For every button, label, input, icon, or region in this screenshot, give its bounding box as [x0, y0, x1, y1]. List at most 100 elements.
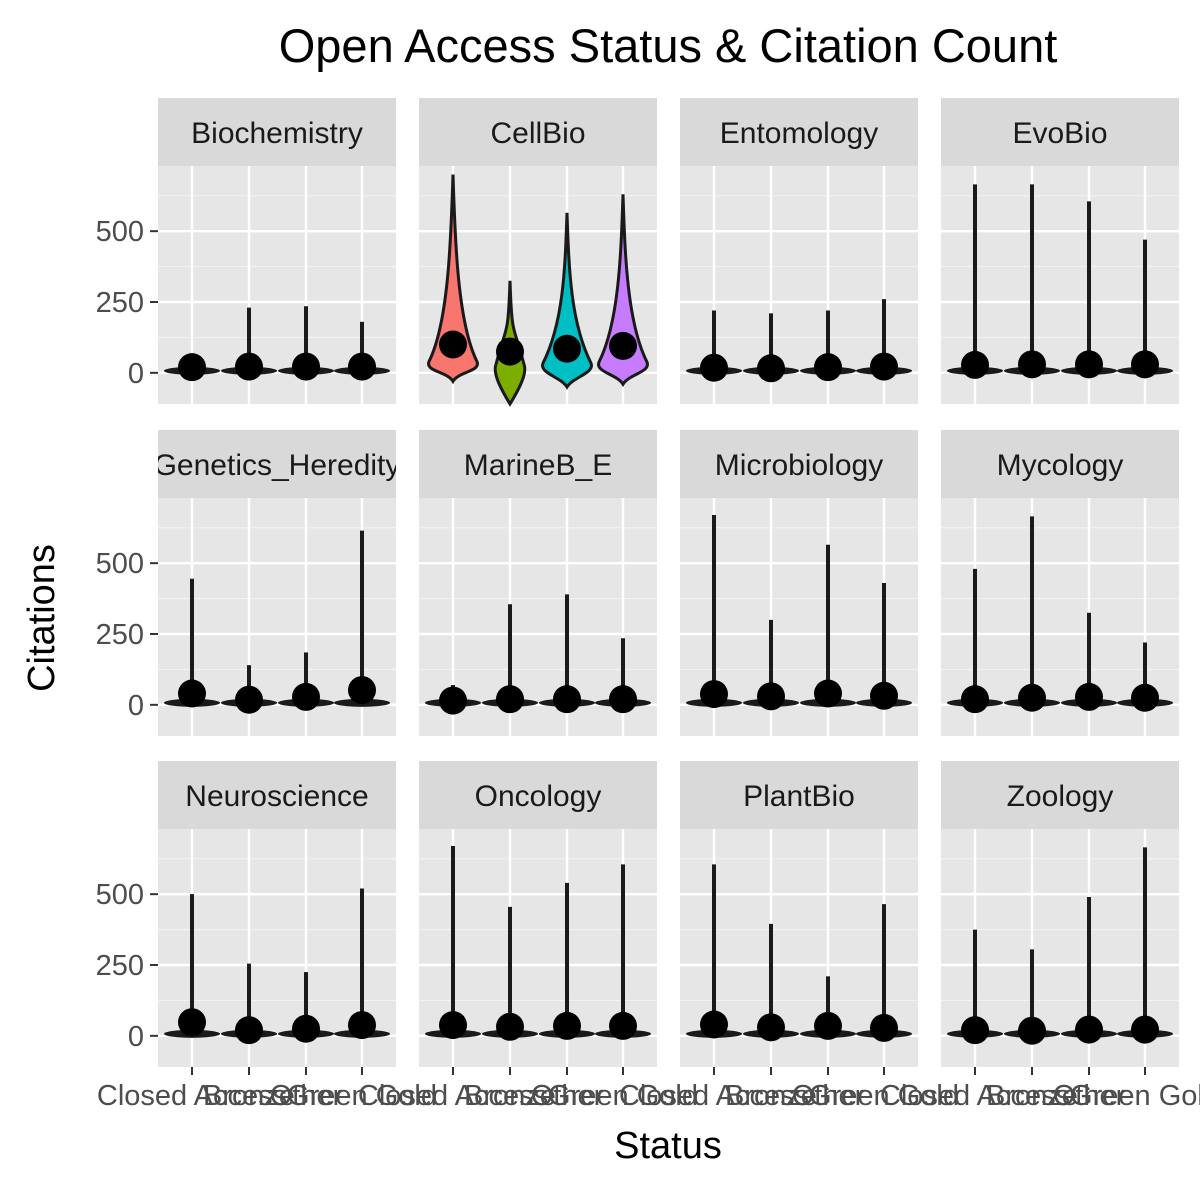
mean-point — [292, 1014, 320, 1043]
mean-point — [235, 1016, 263, 1045]
strip-label: Genetics_Heredity — [154, 449, 401, 482]
mean-point — [348, 1011, 376, 1040]
strip-background — [419, 98, 657, 166]
mean-point — [1018, 350, 1046, 379]
facet-Mycology: Mycology — [941, 430, 1179, 736]
mean-point — [439, 1011, 467, 1040]
facet-Biochemistry: Biochemistry 0 250 500 — [96, 98, 396, 404]
y-tick-label: 500 — [96, 548, 144, 580]
mean-point — [814, 679, 842, 708]
strip-label: Zoology — [1007, 780, 1114, 813]
strip-label: CellBio — [490, 117, 585, 150]
strip-background — [680, 761, 918, 829]
mean-point — [757, 682, 785, 711]
y-tick-label: 250 — [96, 287, 144, 319]
mean-point — [1131, 1015, 1159, 1044]
mean-point — [870, 681, 898, 710]
strip-background — [158, 430, 396, 498]
facet-Neuroscience: Neuroscience 0 250 500 Closed AccessBronzeOt… — [96, 761, 437, 1112]
strip-background — [680, 98, 918, 166]
facet-panels: Biochemistry 0 250 500 CellBio Entomology EvoB… — [96, 98, 1200, 1112]
mean-point — [609, 1011, 637, 1040]
y-tick-label: 500 — [96, 879, 144, 911]
x-axis-title: Status — [614, 1125, 722, 1167]
mean-point — [961, 350, 989, 379]
mean-point — [178, 353, 206, 382]
x-tick-label: Other — [531, 1080, 604, 1112]
x-tick-label: Green Gold — [548, 1080, 698, 1112]
strip-label: EvoBio — [1012, 117, 1107, 150]
facet-Genetics_Heredity: Genetics_Heredity 0 250 500 — [96, 430, 401, 736]
mean-point — [292, 352, 320, 381]
mean-point — [235, 685, 263, 714]
mean-point — [700, 353, 728, 382]
mean-point — [553, 1011, 581, 1040]
mean-point — [496, 685, 524, 714]
mean-point — [1131, 350, 1159, 379]
mean-point — [1131, 683, 1159, 712]
strip-background — [419, 761, 657, 829]
strip-background — [158, 98, 396, 166]
violin-Green Gold — [597, 194, 649, 388]
mean-point — [757, 1013, 785, 1042]
mean-point — [496, 337, 524, 366]
mean-point — [814, 353, 842, 382]
x-tick-label: Closed Access — [619, 1080, 809, 1112]
mean-point — [700, 1010, 728, 1039]
mean-point — [348, 676, 376, 705]
x-tick-label: Other — [1053, 1080, 1126, 1112]
facet-Microbiology: Microbiology — [680, 430, 918, 736]
strip-label: MarineB_E — [464, 449, 612, 482]
mean-point — [609, 331, 637, 360]
x-tick-label: Bronze — [725, 1080, 817, 1112]
mean-point — [814, 1011, 842, 1040]
strip-label: Microbiology — [715, 449, 883, 482]
y-tick-label: 0 — [128, 358, 144, 390]
mean-point — [1018, 683, 1046, 712]
x-tick-label: Closed Access — [97, 1080, 287, 1112]
mean-point — [757, 354, 785, 383]
mean-point — [178, 679, 206, 708]
mean-point — [961, 685, 989, 714]
mean-point — [609, 685, 637, 714]
strip-background — [941, 430, 1179, 498]
strip-label: Mycology — [997, 449, 1124, 482]
mean-point — [348, 352, 376, 381]
mean-point — [553, 685, 581, 714]
y-tick-label: 0 — [128, 690, 144, 722]
x-tick-label: Bronze — [464, 1080, 556, 1112]
x-tick-label: Green Gold — [1070, 1080, 1200, 1112]
x-tick-label: Closed Access — [358, 1080, 548, 1112]
strip-label: PlantBio — [743, 780, 855, 813]
mean-point — [1075, 1015, 1103, 1044]
x-tick-label: Closed Access — [880, 1080, 1070, 1112]
mean-point — [235, 352, 263, 381]
y-tick-label: 250 — [96, 950, 144, 982]
strip-background — [941, 761, 1179, 829]
mean-point — [439, 330, 467, 359]
mean-point — [700, 680, 728, 709]
strip-label: Biochemistry — [191, 117, 363, 150]
x-tick-label: Bronze — [986, 1080, 1078, 1112]
mean-point — [439, 686, 467, 715]
violin-Closed Access — [427, 174, 479, 385]
strip-label: Oncology — [475, 780, 602, 813]
facet-EvoBio: EvoBio — [941, 98, 1179, 404]
strip-background — [680, 430, 918, 498]
mean-point — [961, 1016, 989, 1045]
x-tick-label: Green Gold — [809, 1080, 959, 1112]
mean-point — [870, 1013, 898, 1042]
facet-CellBio: CellBio — [419, 98, 657, 407]
x-tick-label: Other — [270, 1080, 343, 1112]
mean-point — [1075, 682, 1103, 711]
x-tick-label: Bronze — [203, 1080, 295, 1112]
chart-title: Open Access Status & Citation Count — [279, 19, 1058, 72]
mean-point — [292, 682, 320, 711]
strip-background — [419, 430, 657, 498]
x-tick-label: Green Gold — [287, 1080, 437, 1112]
strip-label: Neuroscience — [185, 780, 368, 813]
facet-Entomology: Entomology — [680, 98, 918, 404]
y-tick-label: 250 — [96, 619, 144, 651]
